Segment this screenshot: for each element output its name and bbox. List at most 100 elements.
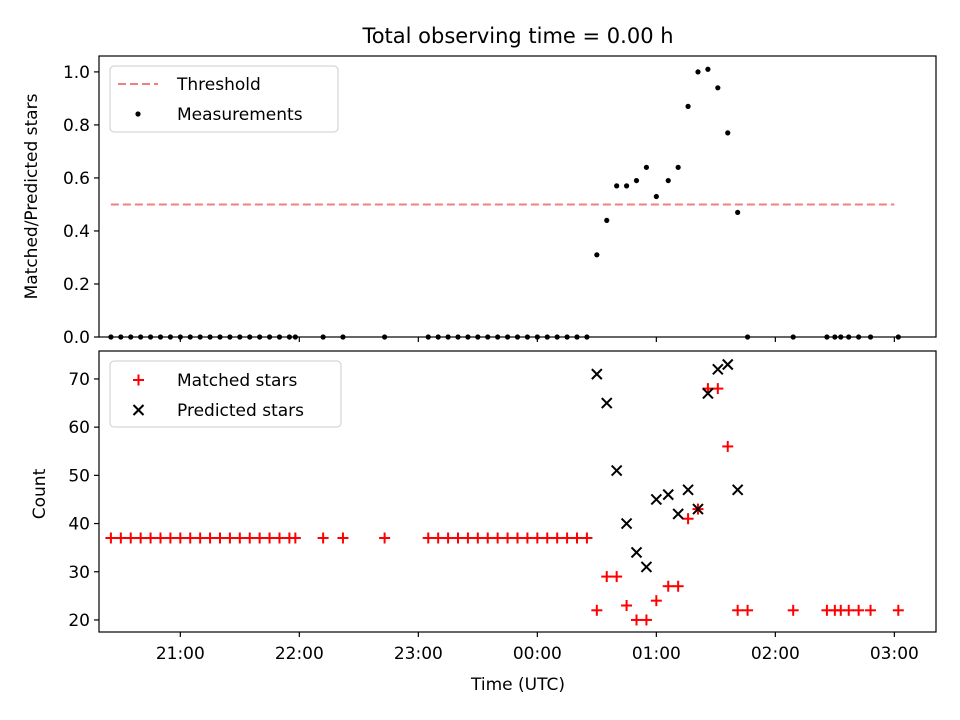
matched-stars-point: [224, 532, 236, 544]
matched-stars-point: [712, 383, 724, 395]
matched-stars-point: [631, 614, 643, 626]
matched-stars-point: [581, 532, 593, 544]
predicted-stars-point: [610, 464, 623, 477]
matched-stars-point: [601, 571, 613, 583]
matched-stars-point: [662, 580, 674, 592]
count-ticks: 20 30 40 50 60 70 21:00 22:00 23:00 00:00 01:00 02:…: [68, 370, 918, 664]
x-tick-label: 21:00: [156, 644, 205, 664]
ratio-y-axis-label: Matched/Predicted stars: [22, 93, 42, 299]
matched-stars-point: [145, 532, 157, 544]
matched-stars-point: [214, 532, 226, 544]
matched-stars-point: [611, 571, 623, 583]
matched-stars-point: [492, 532, 504, 544]
ratio-ticks: 0.0 0.2 0.4 0.6 0.8 1.0: [63, 63, 895, 348]
matched-stars-point: [742, 604, 754, 616]
matched-stars-point: [462, 532, 474, 544]
legend-threshold-label: Threshold: [176, 75, 261, 95]
legend-matched-label: Matched stars: [177, 371, 297, 391]
matched-stars-point: [317, 532, 329, 544]
matched-stars-point: [184, 532, 196, 544]
measurement-point: [725, 130, 731, 136]
ratio-y-tick-label: 0.2: [63, 275, 90, 295]
matched-stars-point: [787, 604, 799, 616]
count-y-tick-label: 20: [68, 611, 90, 631]
x-tick-label: 22:00: [275, 644, 324, 664]
matched-stars-point: [264, 532, 276, 544]
figure-title: Total observing time = 0.00 h: [361, 24, 673, 48]
predicted-stars-point: [620, 517, 633, 530]
ratio-axes-frame: [98, 55, 937, 338]
matched-stars-point: [254, 532, 266, 544]
predicted-stars-point: [722, 358, 734, 371]
count-marks: [105, 358, 904, 626]
measurement-point: [623, 183, 630, 189]
predicted-stars-point: [662, 488, 674, 501]
matched-stars-point: [591, 604, 603, 616]
matched-stars-point: [551, 532, 563, 544]
predicted-stars-point: [692, 503, 704, 515]
measurement-point: [705, 66, 711, 72]
matched-stars-point: [244, 532, 256, 544]
matched-stars-point: [502, 532, 514, 544]
matched-stars-point: [472, 532, 484, 544]
measurement-point: [735, 209, 741, 216]
matched-stars-point: [135, 532, 147, 544]
ratio-legend: Threshold Measurements: [109, 65, 339, 133]
matched-stars-point: [234, 532, 246, 544]
ratio-y-tick-label: 0.0: [63, 328, 90, 348]
matched-stars-point: [892, 604, 904, 616]
predicted-stars-point: [682, 484, 694, 496]
x-tick-label: 23:00: [394, 644, 443, 664]
measurement-point: [675, 164, 681, 170]
matched-stars-point: [194, 532, 206, 544]
measurement-point: [665, 177, 671, 184]
matched-stars-point: [442, 532, 454, 544]
ratio-y-tick-label: 0.8: [63, 116, 90, 136]
measurement-point: [594, 252, 600, 258]
measurement-point: [653, 193, 659, 200]
predicted-stars-point: [601, 397, 613, 409]
x-tick-label: 01:00: [632, 644, 681, 664]
predicted-stars-point: [650, 493, 663, 506]
ratio-y-tick-label: 0.6: [63, 169, 90, 189]
measurement-point: [685, 103, 691, 109]
matched-stars-point: [531, 532, 543, 544]
predicted-stars-point: [702, 387, 714, 400]
measurement-point: [695, 69, 701, 75]
matched-stars-point: [452, 532, 464, 544]
count-legend-box: [109, 360, 342, 428]
predicted-stars-point: [640, 561, 653, 573]
measurement-point: [715, 85, 721, 91]
predicted-stars-point: [630, 546, 643, 559]
count-y-tick-label: 40: [68, 515, 90, 535]
ratio-legend-box: [109, 65, 339, 133]
matched-stars-point: [512, 532, 523, 544]
legend-measurements-swatch: [135, 111, 141, 117]
matched-stars-point: [640, 614, 652, 626]
matched-stars-point: [682, 513, 694, 525]
matched-stars-point: [571, 532, 583, 544]
x-tick-label: 02:00: [751, 644, 800, 664]
matched-stars-point: [125, 532, 137, 544]
count-y-tick-label: 50: [68, 466, 90, 486]
matched-stars-point: [289, 532, 301, 544]
matched-stars-point: [432, 532, 444, 544]
legend-matched-swatch: [133, 374, 144, 386]
matched-stars-point: [672, 580, 684, 592]
predicted-stars-point: [672, 508, 684, 520]
x-axis-label: Time (UTC): [470, 675, 565, 695]
matched-stars-point: [853, 604, 865, 616]
matched-stars-point: [621, 599, 633, 611]
matched-stars-point: [379, 532, 391, 544]
measurement-point: [643, 164, 650, 170]
predicted-stars-point: [731, 484, 744, 496]
legend-measurements-label: Measurements: [177, 105, 303, 125]
matched-stars-point: [204, 532, 216, 544]
x-tick-label: 00:00: [513, 644, 562, 664]
matched-stars-point: [422, 532, 434, 544]
matched-stars-point: [164, 532, 176, 544]
measurement-point: [633, 177, 640, 184]
matched-stars-point: [115, 532, 127, 544]
legend-predicted-swatch: [132, 404, 145, 416]
